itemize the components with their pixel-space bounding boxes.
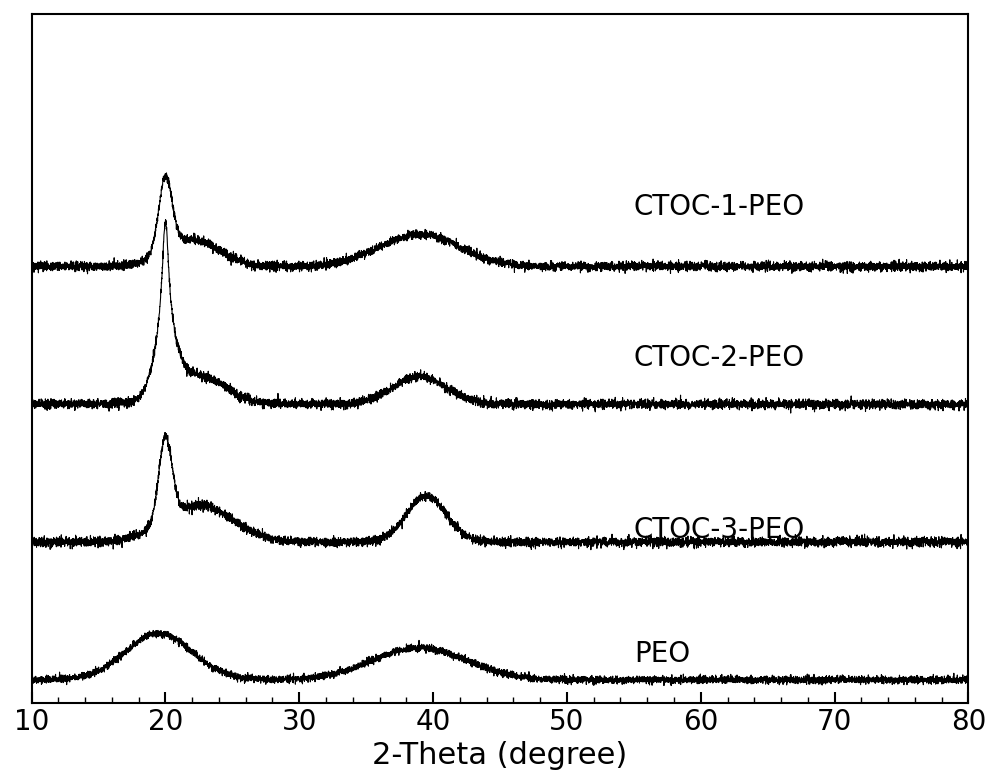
Text: CTOC-2-PEO: CTOC-2-PEO — [634, 344, 805, 372]
Text: CTOC-1-PEO: CTOC-1-PEO — [634, 193, 805, 221]
Text: PEO: PEO — [634, 641, 690, 669]
X-axis label: 2-Theta (degree): 2-Theta (degree) — [372, 741, 628, 770]
Text: CTOC-3-PEO: CTOC-3-PEO — [634, 517, 805, 545]
